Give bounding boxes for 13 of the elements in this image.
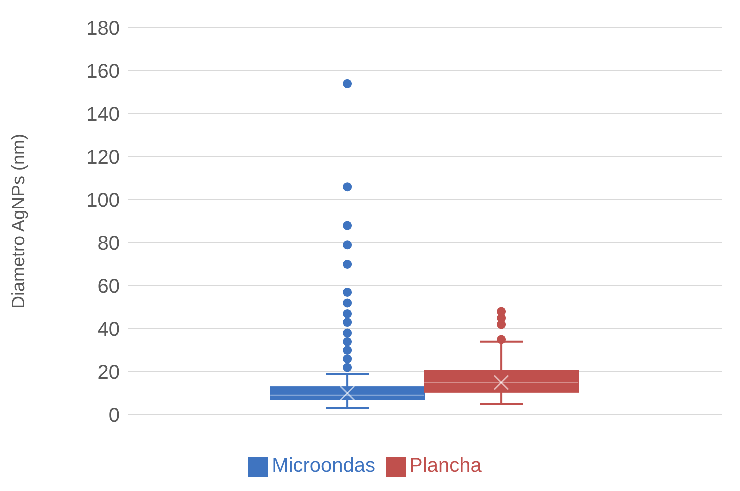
y-tick-label: 140 (86, 104, 120, 126)
y-tick-label: 100 (86, 190, 120, 212)
y-tick-label: 160 (86, 61, 120, 84)
y-tick-label: 120 (86, 147, 120, 170)
y-tick-label: 40 (98, 319, 120, 342)
y-tick-label: 80 (98, 233, 120, 256)
legend-label: Microondas (272, 455, 376, 477)
legend-label: Plancha (410, 455, 482, 477)
y-tick-label: 180 (86, 18, 120, 40)
y-axis-title: Diametro AgNPs (nm) (8, 134, 28, 310)
y-tick-label: 60 (98, 276, 120, 298)
y-tick-label: 20 (98, 362, 120, 384)
y-tick-label: 0 (108, 405, 120, 428)
